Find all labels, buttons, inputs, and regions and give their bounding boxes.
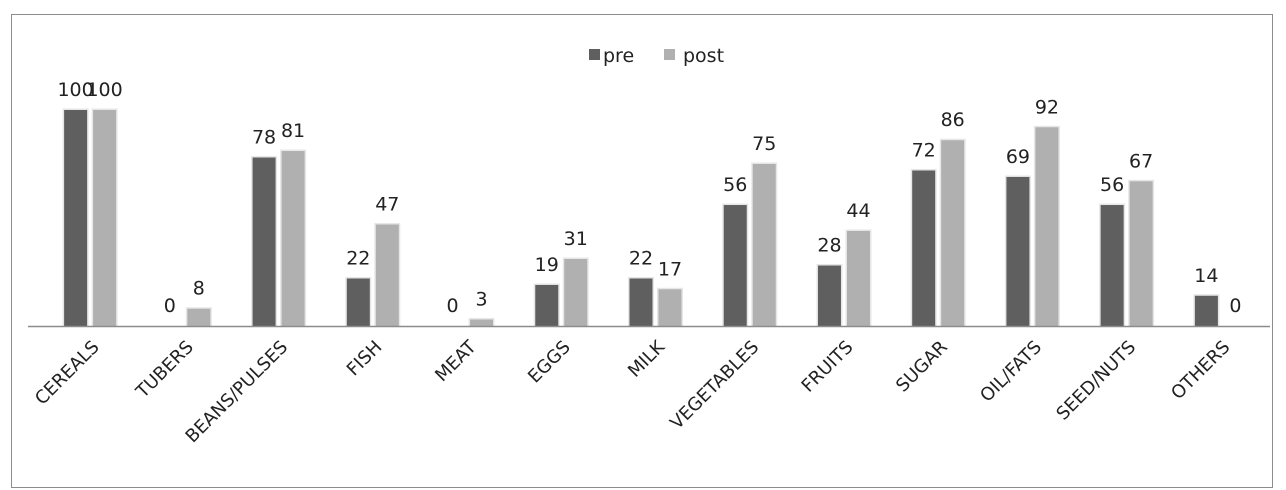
bar-pre-eggs [535,284,559,326]
legend-swatch-pre [589,49,600,60]
data-label-pre-seed-nuts: 56 [1100,174,1124,196]
legend-swatch-post [664,49,675,60]
legend: pre post [589,45,724,67]
bar-post-fish [375,224,399,326]
tick-label-vegetables: VEGETABLES [666,337,763,434]
tick-label-others: OTHERS [1167,337,1234,404]
data-label-pre-fruits: 28 [817,235,841,257]
data-label-post-cereals: 100 [86,79,122,101]
data-label-post-meat: 3 [475,289,487,311]
data-label-post-seed-nuts: 67 [1129,150,1153,172]
data-label-pre-milk: 22 [629,247,653,269]
tick-label-sugar: SUGAR [892,337,952,397]
data-label-pre-cereals: 100 [57,79,93,101]
legend-label-pre: pre [603,45,634,67]
bar-post-meat [470,319,494,326]
bar-post-beans-pulses [281,151,305,326]
data-label-post-milk: 17 [658,258,682,280]
data-label-post-others: 0 [1229,295,1241,317]
tick-label-tubers: TUBERS [132,337,198,403]
bar-pre-milk [629,278,653,326]
bar-post-fruits [846,230,870,326]
data-label-pre-fish: 22 [346,247,370,269]
tick-label-seed-nuts: SEED/NUTS [1052,337,1140,425]
bar-pre-cereals [64,110,88,326]
bar-post-oil-fats [1035,127,1059,326]
tick-label-fruits: FRUITS [798,337,858,397]
bar-post-vegetables [752,164,776,326]
bar-post-seed-nuts [1129,181,1153,326]
data-label-pre-eggs: 19 [535,254,559,276]
data-label-post-eggs: 31 [564,228,588,250]
bar-pre-beans-pulses [252,157,276,326]
tick-label-eggs: EGGS [524,337,575,388]
legend-label-post: post [683,45,724,67]
bar-pre-fish [346,278,370,326]
chart-frame [11,14,1273,488]
data-label-post-fish: 47 [375,193,399,215]
tick-label-beans-pulses: BEANS/PULSES [182,337,293,448]
data-label-pre-meat: 0 [446,295,458,317]
data-label-pre-beans-pulses: 78 [252,127,276,149]
bar-pre-others [1194,295,1218,326]
bar-pre-oil-fats [1006,176,1030,326]
data-label-post-beans-pulses: 81 [281,120,305,142]
bars-group [62,108,1220,326]
bar-pre-vegetables [723,205,747,326]
tick-label-meat: MEAT [431,336,481,386]
data-label-pre-tubers: 0 [164,295,176,317]
bar-pre-fruits [817,265,841,326]
bar-pre-sugar [912,170,936,326]
data-label-post-vegetables: 75 [752,133,776,155]
data-label-post-sugar: 86 [941,109,965,131]
bar-post-eggs [564,259,588,326]
tick-label-oil-fats: OIL/FATS [976,337,1046,407]
data-label-pre-oil-fats: 69 [1006,146,1030,168]
data-label-pre-vegetables: 56 [723,174,747,196]
data-label-post-oil-fats: 92 [1035,96,1059,118]
data-label-post-tubers: 8 [193,278,205,300]
bar-pre-seed-nuts [1100,205,1124,326]
bar-post-tubers [187,308,211,326]
tick-label-milk: MILK [624,336,670,382]
tick-label-fish: FISH [343,337,387,381]
data-label-pre-others: 14 [1194,265,1218,287]
tick-label-cereals: CEREALS [31,337,104,410]
data-label-pre-sugar: 72 [912,139,936,161]
bar-post-cereals [93,110,117,326]
bar-post-sugar [941,140,965,326]
bar-post-milk [658,289,682,326]
data-label-post-fruits: 44 [846,200,870,222]
